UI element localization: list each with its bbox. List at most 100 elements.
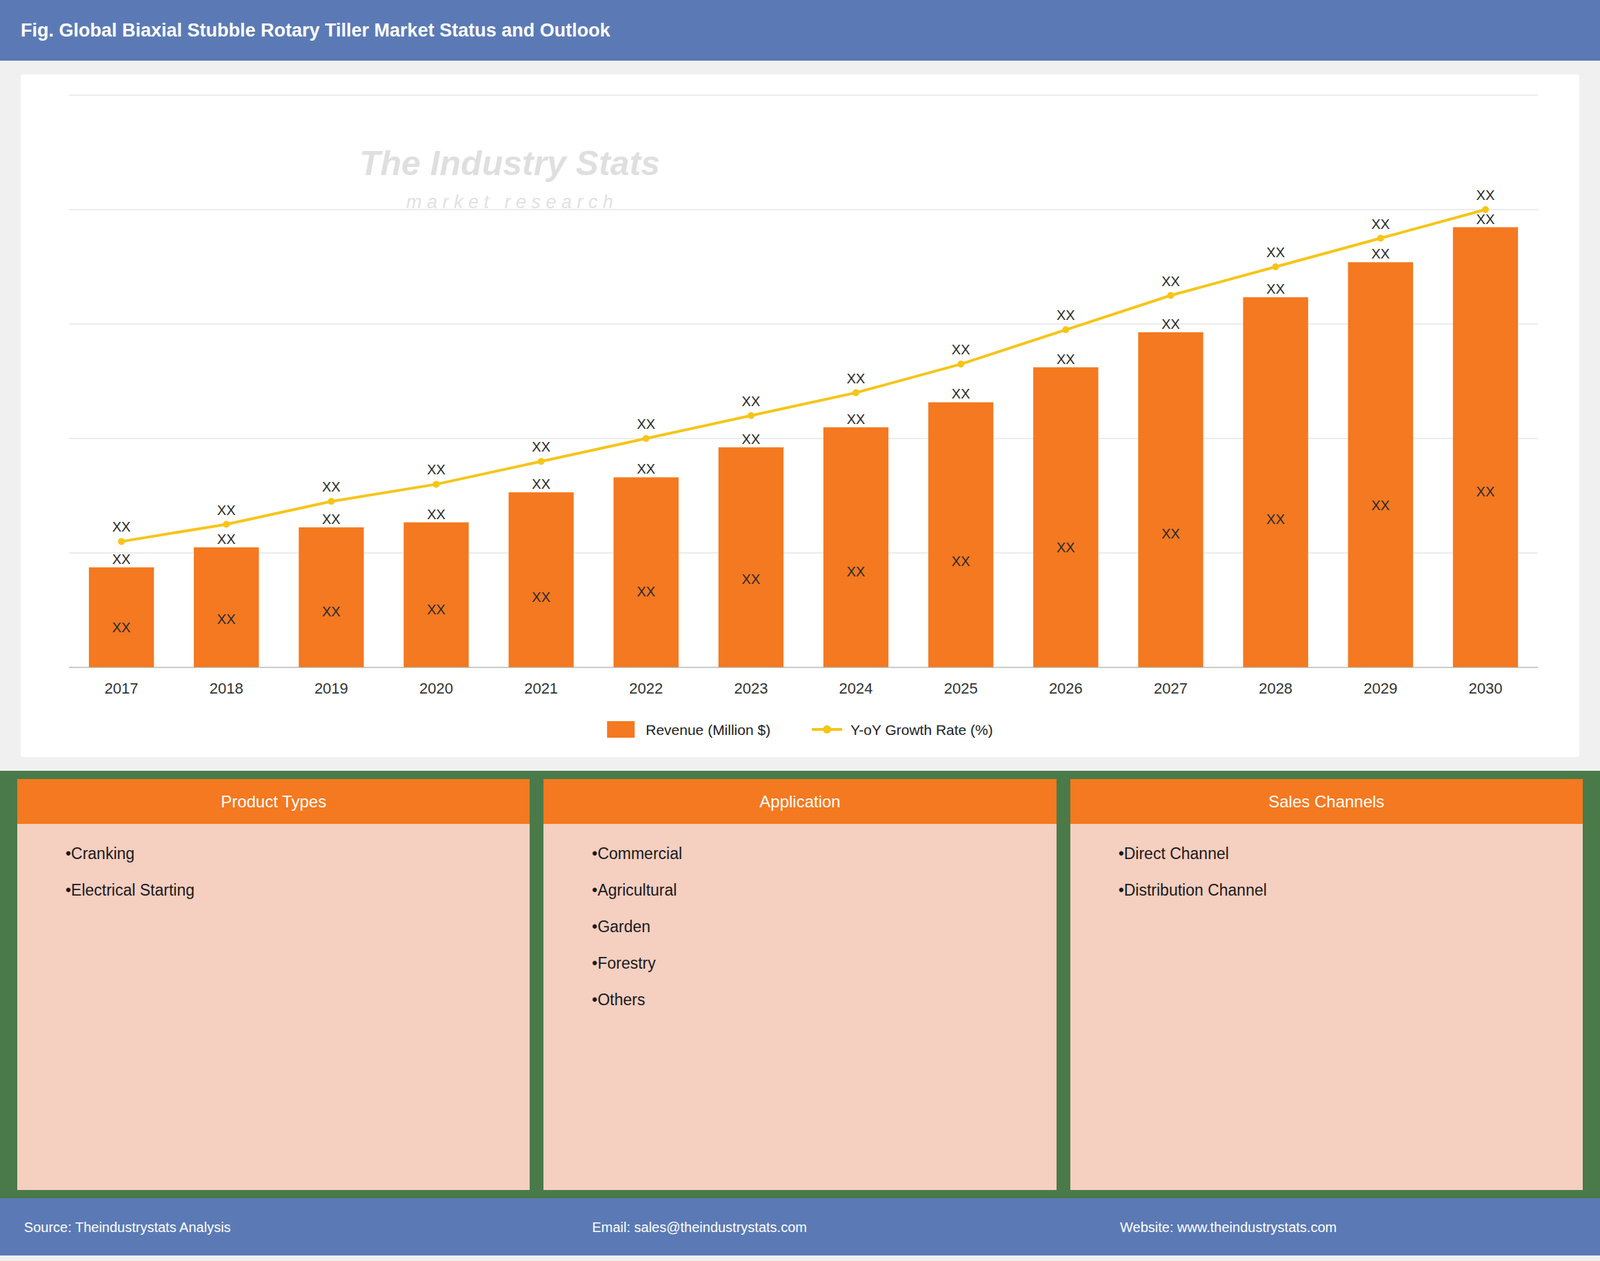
grid-line [68,438,1538,440]
legend-label: Y-oY Growth Rate (%) [850,722,994,738]
chart-title: Fig. Global Biaxial Stubble Rotary Tille… [20,20,611,42]
panel-body: •Direct Channel•Distribution Channel [1070,824,1583,1191]
data-label: XX [951,386,971,402]
inner-data-label: XX [217,611,236,627]
data-label: XX [951,342,971,358]
inner-data-label: XX [322,604,341,620]
bar [193,547,259,668]
panel: Sales Channels•Direct Channel•Distributi… [1070,779,1583,1191]
x-axis [68,667,1538,669]
legend-item: Revenue (Million $) [606,721,771,738]
x-tick-label: 2025 [944,680,978,698]
bar [1033,367,1098,668]
line-marker [957,360,965,368]
x-tick-label: 2022 [628,680,663,698]
panel-header-text: Product Types [220,792,327,812]
legend-swatch [822,725,832,734]
x-tick-label: 2029 [1363,680,1398,698]
line-marker [433,480,440,488]
bar [823,427,889,668]
bar [928,402,994,668]
bar [298,527,364,668]
panel-item: •Direct Channel [1118,844,1583,864]
inner-data-label: XX [742,571,761,587]
data-label: XX [1161,273,1180,289]
data-label: XX [217,502,236,518]
panel-item: •Cranking [65,844,530,864]
data-label: XX [531,476,551,492]
x-tick-label: 2028 [1258,680,1293,698]
data-label: XX [636,416,656,432]
inner-data-label: XX [846,564,866,580]
footer-item: Website: www.theindustrystats.com [1120,1219,1337,1236]
bar [508,492,574,668]
footer-item: Source: Theindustrystats Analysis [24,1219,232,1236]
inner-data-label: XX [1161,526,1180,542]
bar [88,567,154,668]
data-label: XX [742,393,761,409]
bar [1453,227,1518,668]
footer: Source: Theindustrystats Analysis Email: … [0,1198,1600,1256]
panel: Product Types •Cranking •Electrical Starti… [17,779,530,1191]
line-marker [222,521,230,529]
data-label: XX [846,411,866,427]
data-label: XX [112,519,132,535]
line-marker [537,457,545,465]
legend-item: Y-oY Growth Rate (%) [811,722,994,738]
panel-item: •Agricultural [591,881,1056,900]
data-label: XX [426,462,446,478]
panel-header: Product Types [17,779,530,825]
bar [403,522,469,668]
grid-line [68,209,1538,211]
line [121,209,1486,542]
inner-data-label: XX [951,553,971,569]
grid-line [68,324,1538,325]
chart-svg: The Industry Statsm a r k e t r e s e a … [20,74,1580,758]
grid-line [68,667,1538,669]
panel-item: •Commercial [591,844,1056,864]
panel-item: •Electrical Starting [65,881,530,900]
inner-data-label: XX [112,620,132,636]
data-label: XX [112,551,132,567]
x-tick-label: 2017 [104,680,139,698]
panel-header: Sales Channels [1070,779,1583,825]
legend-swatch [606,721,635,738]
panel: Application •Commercial •Agricultural •Gard… [543,779,1056,1191]
plot-marks [88,206,1518,668]
bar [613,477,679,668]
x-tick-label: 2018 [209,680,244,698]
line-marker [852,389,860,397]
inner-data-label: XX [1056,540,1076,556]
x-tick-label: 2021 [524,680,558,698]
x-tick-label: 2024 [839,680,874,698]
footer-item: Email: sales@theindustrystats.com [591,1219,807,1236]
data-label: XX [1476,211,1496,227]
bar [1242,297,1308,668]
panel-header: Application [543,779,1056,825]
data-label: XX [217,531,236,547]
data-label: XX [1371,216,1390,232]
data-label: XX [636,461,656,477]
panel-item: •Forestry [591,954,1056,974]
title-bar: Fig. Global Biaxial Stubble Rotary Tille… [0,0,1600,61]
panel-item: •Garden [591,917,1056,937]
bar [718,447,784,668]
data-label: XX [531,439,551,455]
data-label: XX [1266,244,1285,260]
inner-data-label: XX [1371,497,1390,514]
data-label: XX [742,431,761,447]
watermark: The Industry Stats [359,144,660,183]
data-label: XX [1056,307,1076,323]
line-marker [1167,292,1175,300]
line-marker [1272,263,1280,271]
grid-line [68,95,1538,96]
line-marker [1377,235,1385,243]
inner-data-label: XX [531,589,551,605]
data-label: XX [426,506,446,523]
inner-data-label: XX [1266,511,1285,527]
x-tick-label: 2026 [1048,680,1083,698]
bar [1348,262,1414,668]
data-label: XX [1371,246,1390,262]
data-label: XX [322,479,341,495]
x-tick-label: 2023 [733,680,768,698]
